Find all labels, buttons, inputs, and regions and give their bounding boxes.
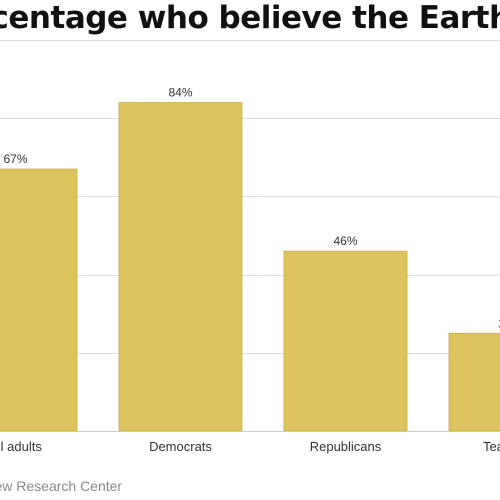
value-label: 46%: [333, 234, 357, 248]
category-label: Republicans: [310, 439, 382, 454]
bar: [448, 332, 500, 432]
category-label: Democrats: [149, 439, 212, 454]
bar: [0, 168, 78, 432]
bar: [118, 102, 243, 432]
chart-title: Percentage who believe the Earth is warm…: [0, 0, 500, 36]
category-label: Tea Party: [483, 439, 500, 454]
value-label: 67%: [3, 152, 27, 166]
value-label: 25%: [498, 316, 500, 330]
bar: [283, 250, 408, 432]
chart-source: Source: Pew Research Center: [0, 478, 123, 494]
category-label: All adults: [0, 439, 42, 454]
value-label: 84%: [168, 86, 192, 100]
